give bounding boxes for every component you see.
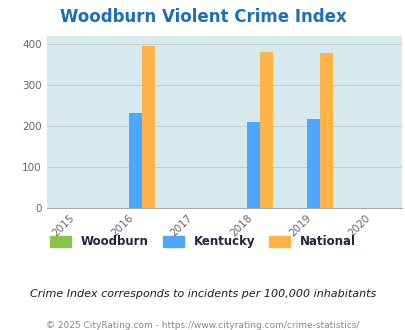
- Text: Crime Index corresponds to incidents per 100,000 inhabitants: Crime Index corresponds to incidents per…: [30, 289, 375, 299]
- Bar: [319, 53, 332, 208]
- Bar: [142, 46, 155, 208]
- Text: © 2025 CityRating.com - https://www.cityrating.com/crime-statistics/: © 2025 CityRating.com - https://www.city…: [46, 321, 359, 330]
- Bar: [260, 52, 273, 208]
- Text: Woodburn Violent Crime Index: Woodburn Violent Crime Index: [60, 8, 345, 26]
- Bar: [306, 119, 319, 208]
- Bar: [247, 122, 260, 208]
- Legend: Woodburn, Kentucky, National: Woodburn, Kentucky, National: [45, 231, 360, 253]
- Bar: [129, 113, 142, 208]
